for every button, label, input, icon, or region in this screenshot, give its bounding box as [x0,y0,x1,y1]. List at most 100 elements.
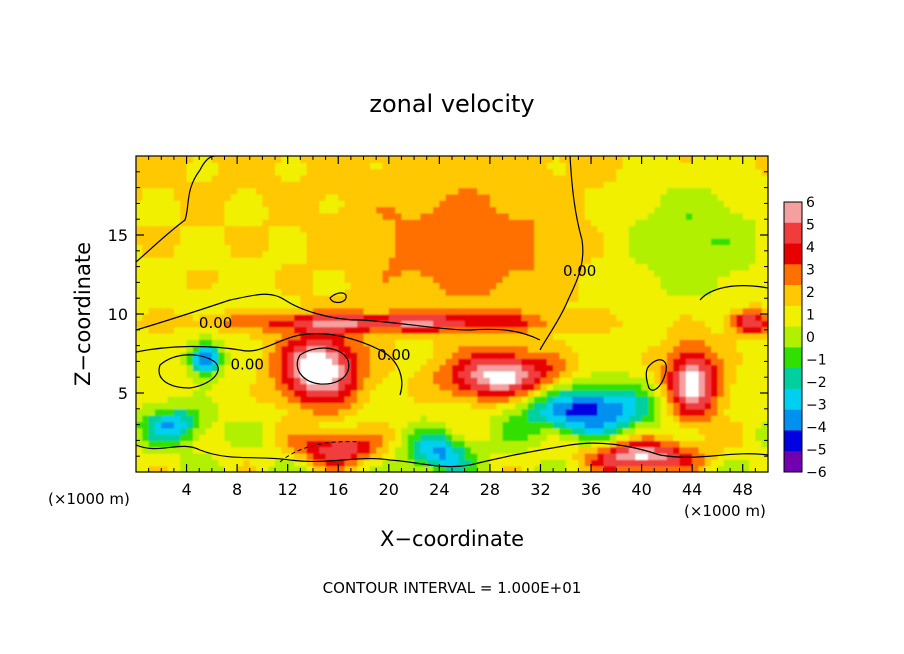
heatmap-cell [458,219,466,227]
heatmap-cell [711,200,719,208]
heatmap-cell [237,282,245,290]
heatmap-cell [496,307,504,315]
heatmap-cell [218,174,226,182]
heatmap-cell [698,250,706,258]
heatmap-cell [211,320,219,328]
heatmap-cell [502,314,510,321]
heatmap-cell [723,421,731,429]
heatmap-cell [666,263,674,271]
heatmap-cell [578,212,586,220]
heatmap-cell [496,421,504,429]
heatmap-cell [369,225,377,233]
heatmap-cell [173,187,181,195]
heatmap-cell [445,370,453,378]
heatmap-cell [521,200,529,208]
heatmap-cell [515,231,523,239]
heatmap-cell [603,244,611,252]
heatmap-cell [363,301,371,309]
heatmap-cell [199,193,207,201]
heatmap-cell [515,162,523,170]
heatmap-cell [578,427,586,435]
heatmap-cell [306,446,314,454]
heatmap-cell [243,263,251,271]
heatmap-cell [742,187,750,195]
heatmap-cell [673,326,681,334]
heatmap-cell [483,288,491,296]
heatmap-cell [723,402,731,410]
heatmap-cell [249,314,257,321]
heatmap-cell [268,288,276,296]
heatmap-cell [578,263,586,271]
heatmap-cell [483,320,491,328]
heatmap-cell [452,225,459,233]
heatmap-cell [730,250,737,258]
heatmap-cell [319,181,327,189]
heatmap-cell [666,370,674,378]
heatmap-cell [420,434,428,441]
heatmap-cell [230,295,238,302]
heatmap-cell [470,282,478,290]
heatmap-cell [433,358,440,366]
heatmap-cell [388,181,396,189]
heatmap-cell [711,364,719,372]
heatmap-cell [407,320,415,328]
heatmap-cell [717,200,725,208]
heatmap-cell [546,301,554,309]
heatmap-cell [477,326,485,334]
heatmap-cell [382,187,390,195]
heatmap-cell [673,351,681,359]
heatmap-cell [527,276,535,283]
heatmap-cell [142,415,150,423]
heatmap-cell [243,200,251,208]
heatmap-cell [559,427,567,435]
heatmap-cell [679,446,687,454]
heatmap-cell [154,389,162,397]
heatmap-cell [647,269,655,277]
heatmap-cell [199,453,207,460]
heatmap-cell [148,187,156,195]
heatmap-cell [641,263,649,271]
heatmap-cell [496,415,504,423]
heatmap-cell [730,187,737,195]
heatmap-cell [275,301,282,309]
heatmap-cell [281,389,289,397]
heatmap-cell [679,282,687,290]
heatmap-cell [357,440,365,448]
heatmap-cell [180,263,188,271]
heatmap-cell [218,212,226,220]
heatmap-cell [559,396,567,404]
heatmap-cell [294,383,301,391]
heatmap-cell [704,225,712,233]
heatmap-cell [376,332,384,340]
heatmap-cell [654,212,662,220]
heatmap-cell [685,389,693,397]
heatmap-cell [685,156,693,163]
heatmap-cell [470,370,478,378]
heatmap-cell [180,440,188,448]
heatmap-cell [685,453,693,460]
heatmap-cell [319,301,327,309]
heatmap-cell [357,415,365,423]
heatmap-cell [711,193,719,201]
heatmap-cell [692,219,700,227]
heatmap-cell [433,206,440,214]
heatmap-cell [692,174,700,182]
heatmap-cell [439,396,447,404]
heatmap-cell [717,187,725,195]
heatmap-cell [742,307,750,315]
heatmap-cell [262,193,270,201]
heatmap-cell [654,269,662,277]
heatmap-cell [319,263,327,271]
heatmap-cell [761,219,768,227]
heatmap-cell [363,389,371,397]
heatmap-cell [167,332,175,340]
heatmap-cell [388,295,396,302]
heatmap-cell [477,345,485,353]
heatmap-cell [679,440,687,448]
heatmap-cell [211,383,219,391]
heatmap-cell [673,402,681,410]
heatmap-cell [312,377,320,385]
heatmap-cell [382,168,390,176]
heatmap-cell [350,181,358,189]
heatmap-cell [717,415,725,423]
